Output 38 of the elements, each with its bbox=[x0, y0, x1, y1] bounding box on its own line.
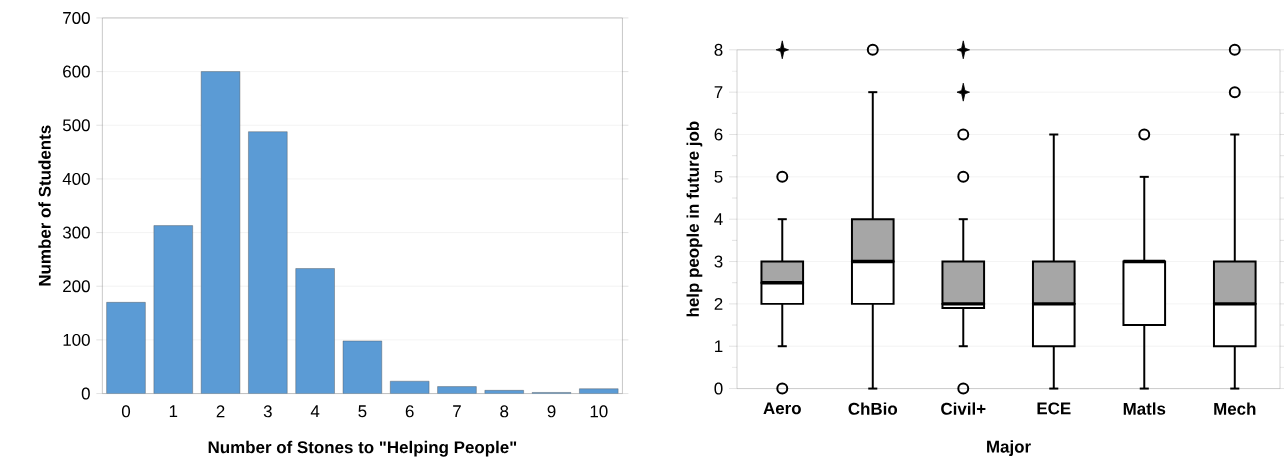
x-tick-label: 0 bbox=[121, 405, 131, 418]
x-axis-title: Major bbox=[987, 440, 1031, 456]
x-tick-label: Civil+ bbox=[941, 402, 986, 415]
x-tick-label: Mech bbox=[1214, 402, 1256, 415]
x-tick-label: 9 bbox=[547, 405, 556, 418]
x-tick-label: 1 bbox=[169, 405, 178, 417]
y-tick-label: 100 bbox=[63, 333, 90, 346]
x-tick-label: Matls bbox=[1123, 402, 1166, 415]
x-tick-label: 6 bbox=[405, 405, 414, 418]
x-tick-label: 5 bbox=[358, 405, 367, 418]
x-tick-label: 3 bbox=[263, 405, 272, 418]
x-tick-label: 2 bbox=[216, 405, 225, 418]
x-tick-label: 10 bbox=[590, 405, 608, 418]
x-tick-label: 8 bbox=[500, 405, 509, 418]
y-axis-title: help people in future job bbox=[686, 121, 703, 317]
x-tick-label: ECE bbox=[1037, 402, 1071, 415]
y-tick-label: 600 bbox=[63, 65, 90, 78]
y-tick-label: 700 bbox=[63, 11, 90, 24]
x-axis-title: Number of Stones to "Helping People" bbox=[208, 440, 517, 457]
x-tick-label: ChBio bbox=[848, 402, 898, 415]
y-tick-label: 8 bbox=[714, 43, 723, 56]
y-tick-label: 4 bbox=[714, 213, 723, 225]
y-tick-label: 6 bbox=[714, 128, 723, 141]
y-tick-label: 0 bbox=[81, 387, 90, 400]
y-tick-label: 1 bbox=[715, 340, 723, 352]
y-axis-title: Number of Students bbox=[38, 125, 51, 286]
x-tick-label: Aero bbox=[763, 402, 801, 415]
y-tick-label: 2 bbox=[714, 297, 723, 310]
y-tick-label: 200 bbox=[63, 280, 90, 293]
y-tick-label: 500 bbox=[62, 119, 90, 132]
y-tick-label: 400 bbox=[62, 172, 90, 185]
y-tick-label: 7 bbox=[714, 86, 723, 98]
y-tick-label: 5 bbox=[714, 170, 723, 183]
y-tick-label: 300 bbox=[62, 226, 90, 239]
x-tick-label: 4 bbox=[310, 405, 320, 417]
y-tick-label: 0 bbox=[714, 382, 723, 395]
x-tick-label: 7 bbox=[453, 405, 461, 417]
y-tick-label: 3 bbox=[714, 255, 723, 268]
